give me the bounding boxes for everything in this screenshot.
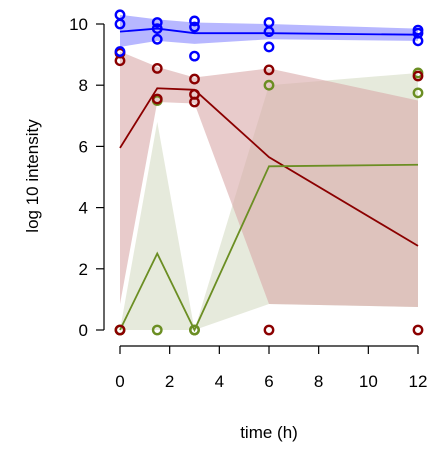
data-point-series-1 [189, 21, 200, 33]
data-point-series-1 [151, 33, 163, 45]
data-point-series-1 [189, 15, 200, 27]
mean-line-series-1 [119, 27, 419, 36]
data-point-series-1 [263, 26, 275, 38]
data-points [114, 9, 424, 336]
data-point-series-1 [151, 23, 163, 34]
data-point-series-2 [189, 73, 200, 85]
mean-line-series-3 [119, 163, 419, 333]
data-point-series-2 [151, 93, 163, 105]
data-point-series-1 [114, 18, 126, 30]
data-point-series-3 [151, 324, 163, 336]
x-axis-title: time (h) [240, 423, 298, 442]
data-point-series-2 [151, 62, 163, 74]
y-tick-label: 0 [79, 321, 88, 340]
y-tick-label: 10 [69, 15, 88, 34]
x-tick-label: 0 [115, 372, 124, 391]
data-point-series-2 [412, 70, 424, 82]
y-tick-label: 2 [79, 260, 88, 279]
data-point-series-1 [263, 41, 275, 53]
x-tick-label: 4 [215, 372, 224, 391]
data-point-series-2 [263, 324, 275, 336]
y-tick-label: 6 [79, 137, 88, 156]
data-point-series-3 [263, 79, 275, 91]
x-tick-label: 12 [409, 372, 428, 391]
data-point-series-1 [114, 46, 126, 57]
data-point-series-1 [151, 17, 163, 28]
data-point-series-2 [114, 324, 126, 336]
x-tick-label: 6 [264, 372, 273, 391]
data-point-series-3 [189, 324, 200, 336]
axes: 0 2 4 6 8 10 0 2 4 6 8 10 12 [69, 15, 427, 391]
data-point-series-2 [412, 324, 424, 336]
y-tick-label: 4 [79, 199, 88, 218]
y-axis-title: log 10 intensity [23, 119, 42, 233]
data-point-series-3 [412, 87, 424, 99]
y-tick-label: 8 [79, 76, 88, 95]
data-point-series-1 [412, 35, 424, 47]
x-tick-label: 2 [165, 372, 174, 391]
x-tick-label: 8 [314, 372, 323, 391]
confidence-bands [120, 14, 418, 331]
x-tick-label: 10 [359, 372, 378, 391]
data-point-series-2 [263, 64, 275, 76]
data-point-series-1 [189, 50, 200, 62]
data-point-series-2 [189, 96, 200, 108]
band-series-2 [120, 51, 418, 308]
